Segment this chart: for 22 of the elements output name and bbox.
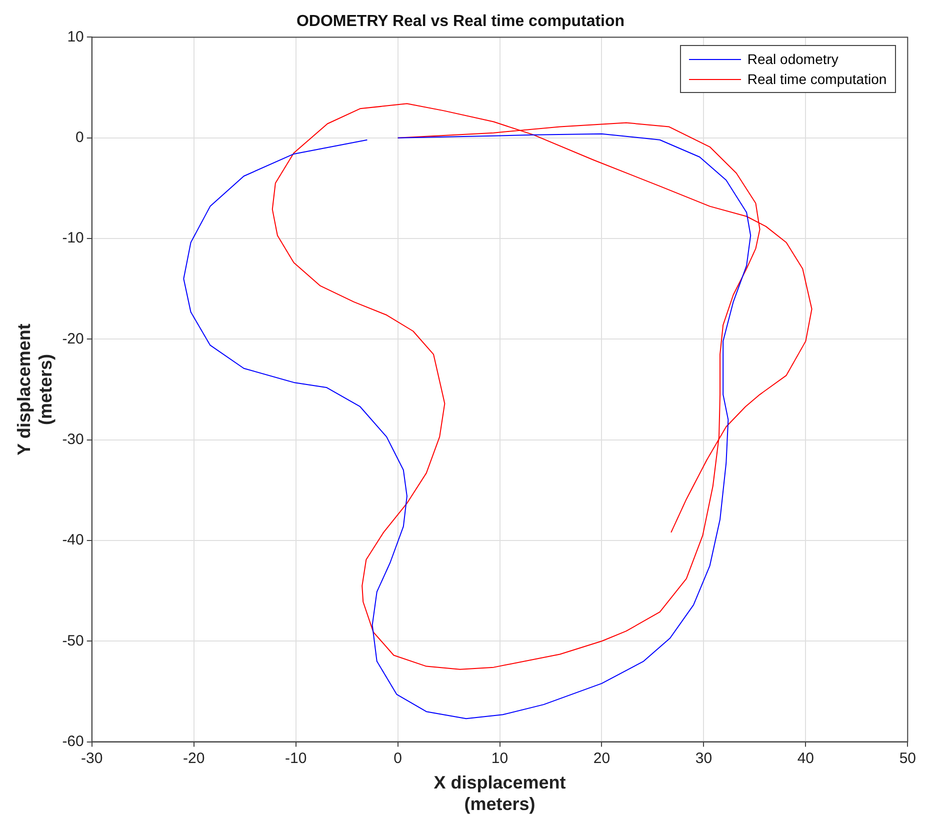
legend-label: Real time computation [747,70,887,90]
x-tick-label: 40 [797,750,814,767]
x-tick-label: 0 [394,750,402,767]
legend-label: Real odometry [747,50,838,70]
y-tick-label: -20 [62,330,84,348]
y-tick-label: -50 [62,632,84,650]
x-tick-label: -30 [81,750,103,767]
x-tick-label: 50 [899,750,916,767]
y-tick-label: -30 [62,430,84,448]
y-tick-label: -40 [62,532,84,549]
x-axis-title: X displacement (meters) [434,772,566,814]
y-tick-label: -60 [62,732,84,750]
y-tick-label: 0 [76,129,84,146]
x-tick-label: -20 [183,750,205,767]
chart-title: ODOMETRY Real vs Real time computation [296,13,625,30]
y-tick-label: 10 [67,28,84,46]
y-axis-title: Y displacement (meters) [14,324,56,456]
x-tick-label: 10 [491,750,508,767]
y-tick-label: -10 [62,230,84,247]
x-tick-label: -10 [284,750,307,767]
x-tick-label: 30 [695,750,712,767]
x-tick-label: 20 [593,750,610,767]
